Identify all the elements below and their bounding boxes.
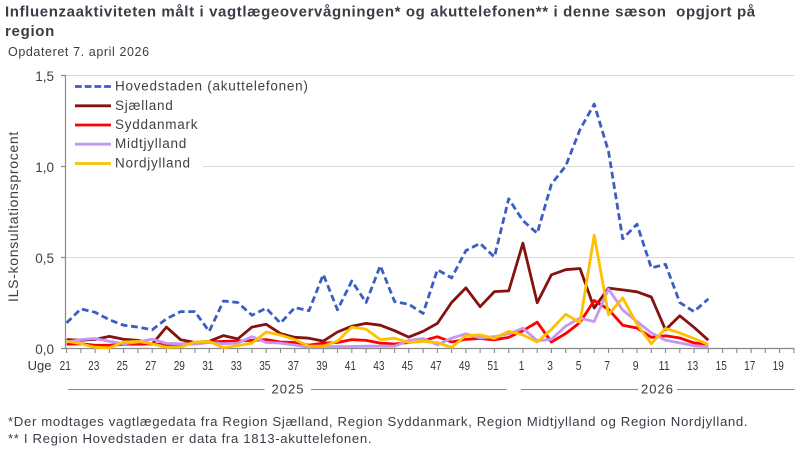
svg-text:43: 43 bbox=[373, 358, 384, 373]
svg-text:*Der modtages vagtlægedata fra: *Der modtages vagtlægedata fra Region Sj… bbox=[8, 414, 748, 429]
svg-text:51: 51 bbox=[487, 358, 498, 373]
svg-text:Midtjylland: Midtjylland bbox=[115, 136, 187, 151]
svg-text:15: 15 bbox=[716, 358, 727, 373]
svg-text:17: 17 bbox=[744, 358, 755, 373]
svg-text:3: 3 bbox=[547, 358, 553, 373]
svg-text:45: 45 bbox=[402, 358, 413, 373]
svg-text:1: 1 bbox=[519, 358, 525, 373]
svg-text:Uge: Uge bbox=[28, 358, 52, 373]
svg-text:19: 19 bbox=[773, 358, 784, 373]
svg-text:Sjælland: Sjælland bbox=[115, 98, 174, 113]
svg-text:0,5: 0,5 bbox=[35, 251, 54, 266]
svg-text:29: 29 bbox=[174, 358, 185, 373]
svg-text:35: 35 bbox=[259, 358, 270, 373]
svg-text:37: 37 bbox=[288, 358, 299, 373]
svg-text:Hovedstaden (akuttelefonen): Hovedstaden (akuttelefonen) bbox=[115, 79, 309, 94]
svg-text:23: 23 bbox=[88, 358, 99, 373]
svg-text:1,5: 1,5 bbox=[35, 69, 54, 84]
svg-text:11: 11 bbox=[659, 358, 670, 373]
svg-text:0,0: 0,0 bbox=[35, 342, 54, 357]
svg-text:31: 31 bbox=[202, 358, 213, 373]
svg-text:2026: 2026 bbox=[641, 382, 674, 397]
svg-text:27: 27 bbox=[145, 358, 156, 373]
svg-text:Influenzaaktiviteten målt i va: Influenzaaktiviteten målt i vagtlægeover… bbox=[5, 4, 756, 21]
svg-text:5: 5 bbox=[576, 358, 582, 373]
svg-text:Opdateret 7. april 2026: Opdateret 7. april 2026 bbox=[8, 45, 150, 59]
svg-text:7: 7 bbox=[604, 358, 610, 373]
svg-text:47: 47 bbox=[430, 358, 441, 373]
svg-text:1,0: 1,0 bbox=[35, 160, 54, 175]
svg-text:** I Region Hovedstaden er dat: ** I Region Hovedstaden er data fra 1813… bbox=[8, 431, 372, 446]
svg-text:2025: 2025 bbox=[272, 382, 305, 397]
svg-text:9: 9 bbox=[633, 358, 639, 373]
svg-text:33: 33 bbox=[231, 358, 242, 373]
svg-text:Syddanmark: Syddanmark bbox=[115, 117, 198, 132]
svg-text:13: 13 bbox=[687, 358, 698, 373]
svg-text:Nordjylland: Nordjylland bbox=[115, 156, 191, 171]
svg-text:ILS-konsultationsprocent: ILS-konsultationsprocent bbox=[5, 131, 21, 302]
svg-text:49: 49 bbox=[459, 358, 470, 373]
svg-text:region: region bbox=[5, 23, 55, 40]
svg-text:39: 39 bbox=[316, 358, 327, 373]
svg-text:41: 41 bbox=[345, 358, 356, 373]
svg-text:25: 25 bbox=[117, 358, 128, 373]
svg-text:21: 21 bbox=[60, 358, 71, 373]
